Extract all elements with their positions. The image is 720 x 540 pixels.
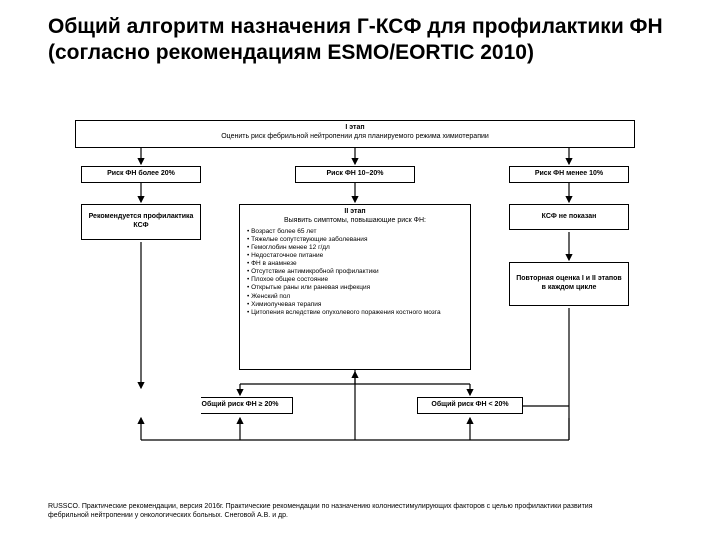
rec-prophylaxis-box: Рекомендуется профилактика КСФ [81,204,201,240]
stage2-item: Открытые раны или раневая инфекция [247,284,465,292]
page-title: Общий алгоритм назначения Г-КСФ для проф… [48,14,672,67]
stage2-list: Возраст более 65 лет Тяжелые сопутствующ… [245,228,465,317]
stage2-item: Плохое общее состояние [247,276,465,284]
reassess-box: Повторная оценка I и II этапов в каждом … [509,262,629,306]
stage2-box: II этап Выявить симптомы, повышающие рис… [239,204,471,370]
total-low-box: Общий риск ФН < 20% [417,397,523,414]
stage1-text: Оценить риск фебрильной нейтропении для … [81,133,629,142]
stage2-item: Недостаточное питание [247,252,465,260]
stage2-item: Цитопения вследствие опухолевого поражен… [247,309,465,317]
risk-mid-box: Риск ФН 10–20% [295,166,415,183]
stage2-subtitle: Выявить симптомы, повышающие риск ФН: [245,217,465,226]
flowchart: I этап Оценить риск фебрильной нейтропен… [75,120,635,488]
risk-high-box: Риск ФН более 20% [81,166,201,183]
stage2-item: Женский пол [247,293,465,301]
stage1-box: I этап Оценить риск фебрильной нейтропен… [75,120,635,148]
stage2-heading: II этап [245,208,465,217]
ksf-not-box: КСФ не показан [509,204,629,230]
stage1-heading: I этап [81,124,629,133]
stage2-item: Тяжелые сопутствующие заболевания [247,236,465,244]
stage2-item: ФН в анамнезе [247,260,465,268]
stage2-item: Возраст более 65 лет [247,228,465,236]
stage2-item: Гемоглобин менее 12 г/дл [247,244,465,252]
stage2-item: Химиолучевая терапия [247,301,465,309]
total-high-box: Общий риск ФН ≥ 20% [187,397,293,414]
risk-low-box: Риск ФН менее 10% [509,166,629,183]
footer-citation: RUSSCO. Практические рекомендации, верси… [48,502,630,520]
